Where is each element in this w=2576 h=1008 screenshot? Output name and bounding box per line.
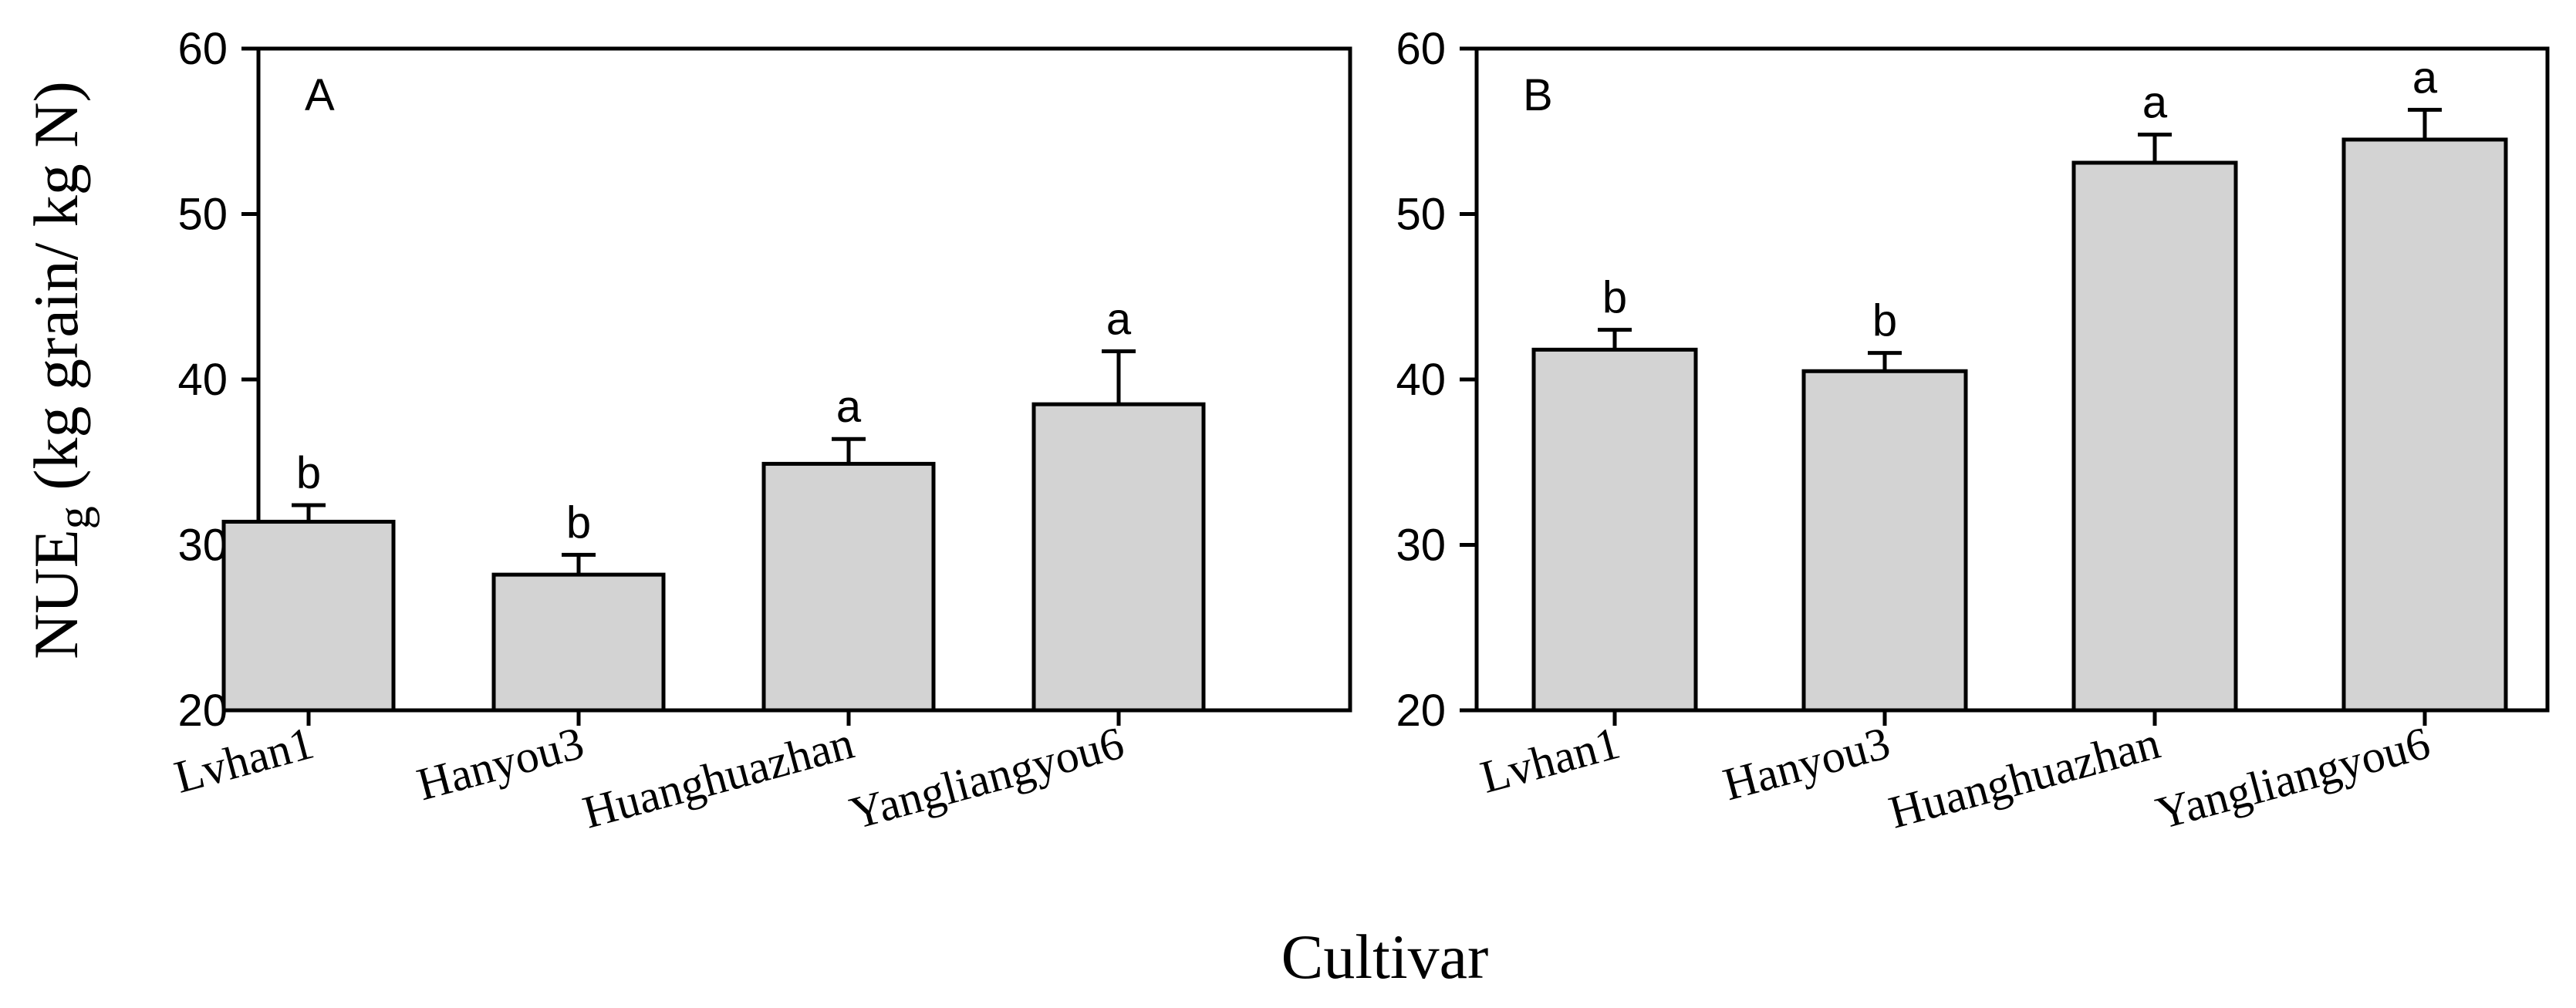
panel-label: B: [1523, 70, 1553, 120]
y-tick-label: 50: [177, 190, 228, 240]
bar-huanghuazhan: [2071, 160, 2238, 713]
bar-yangliangyou6: [2341, 137, 2508, 713]
bar-hanyou3: [491, 572, 666, 713]
x-tick-label: Yangliangyou6: [845, 717, 1129, 839]
x-axis-title: Cultivar: [1281, 922, 1489, 992]
significance-label: a: [836, 382, 862, 432]
bar-lvhan1: [1531, 347, 1698, 713]
y-axis-title-subscript: g: [49, 506, 100, 529]
significance-label: b: [1872, 296, 1897, 346]
significance-label: b: [1602, 273, 1627, 323]
y-tick-label: 30: [177, 521, 228, 571]
panel-label: A: [305, 70, 335, 120]
x-tick-label: Hanyou3: [412, 717, 589, 811]
bar-huanghuazhan: [761, 461, 936, 713]
y-tick-label: 20: [177, 686, 228, 736]
x-tick-label: Yangliangyou6: [2151, 717, 2436, 839]
y-axis-title-main: NUE: [21, 529, 91, 659]
chart-panel-A: 2030405060AbLvhan1bHanyou3aHuanghuazhana…: [169, 24, 1352, 839]
y-tick-label: 30: [1396, 521, 1446, 571]
significance-label: b: [296, 448, 321, 498]
y-tick-label: 40: [177, 355, 228, 405]
y-tick-label: 40: [1396, 355, 1446, 405]
x-tick-label: Huanghuazhan: [578, 717, 859, 838]
x-tick-label: Lvhan1: [1475, 717, 1625, 803]
bar-yangliangyou6: [1031, 402, 1206, 713]
significance-label: a: [2142, 78, 2168, 128]
chart-panels: 20 30 40 50 60 Ab Lvhan1 b Hanyou3 a Huanghuazhan a…: [169, 24, 2550, 839]
x-tick-label: Hanyou3: [1718, 717, 1896, 811]
y-axis-title-rest: (kg grain/ kg N): [21, 81, 91, 506]
y-tick-label: 50: [1396, 190, 1446, 240]
bar-hanyou3: [1801, 369, 1968, 713]
significance-label: b: [566, 497, 591, 548]
significance-label: a: [2412, 52, 2438, 103]
y-tick-label: 60: [177, 24, 228, 74]
y-tick-label: 60: [1396, 24, 1446, 74]
y-axis-title: NUEg (kg grain/ kg N): [21, 81, 100, 659]
x-tick-label: Huanghuazhan: [1884, 717, 2166, 838]
bar-lvhan1: [221, 519, 396, 713]
chart-panel-B: 20 30 40 50 60 Bb Lvhan1 b Hanyou3 a Huanghuazhan a…: [1396, 24, 2550, 839]
y-tick-label: 20: [1396, 686, 1446, 736]
significance-label: a: [1106, 295, 1132, 345]
